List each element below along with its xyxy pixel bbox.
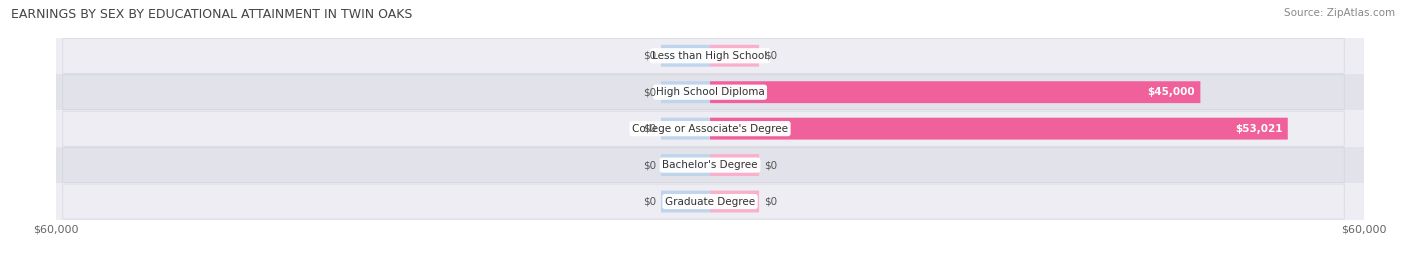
- FancyBboxPatch shape: [661, 191, 710, 213]
- Text: $0: $0: [765, 51, 778, 61]
- Text: College or Associate's Degree: College or Associate's Degree: [633, 124, 787, 134]
- Text: Bachelor's Degree: Bachelor's Degree: [662, 160, 758, 170]
- Bar: [56, 38, 1364, 74]
- Text: $0: $0: [643, 87, 655, 97]
- Text: Source: ZipAtlas.com: Source: ZipAtlas.com: [1284, 8, 1395, 18]
- FancyBboxPatch shape: [63, 148, 1344, 183]
- FancyBboxPatch shape: [710, 81, 1201, 103]
- Text: $0: $0: [643, 196, 655, 207]
- FancyBboxPatch shape: [710, 118, 1288, 140]
- FancyBboxPatch shape: [63, 75, 1344, 110]
- FancyBboxPatch shape: [661, 45, 710, 67]
- FancyBboxPatch shape: [710, 154, 759, 176]
- Text: $0: $0: [765, 160, 778, 170]
- Bar: [56, 110, 1364, 147]
- FancyBboxPatch shape: [661, 81, 710, 103]
- Bar: [56, 74, 1364, 110]
- FancyBboxPatch shape: [63, 38, 1344, 73]
- Bar: [56, 183, 1364, 220]
- Text: $53,021: $53,021: [1234, 124, 1282, 134]
- FancyBboxPatch shape: [661, 118, 710, 140]
- Text: $45,000: $45,000: [1147, 87, 1195, 97]
- Text: EARNINGS BY SEX BY EDUCATIONAL ATTAINMENT IN TWIN OAKS: EARNINGS BY SEX BY EDUCATIONAL ATTAINMEN…: [11, 8, 412, 21]
- FancyBboxPatch shape: [661, 154, 710, 176]
- Text: High School Diploma: High School Diploma: [655, 87, 765, 97]
- Text: $0: $0: [643, 51, 655, 61]
- FancyBboxPatch shape: [63, 111, 1344, 146]
- FancyBboxPatch shape: [63, 184, 1344, 219]
- Text: $0: $0: [643, 124, 655, 134]
- Text: $0: $0: [643, 160, 655, 170]
- FancyBboxPatch shape: [710, 45, 759, 67]
- Text: $0: $0: [765, 196, 778, 207]
- FancyBboxPatch shape: [710, 191, 759, 213]
- Bar: [56, 147, 1364, 183]
- Text: Graduate Degree: Graduate Degree: [665, 196, 755, 207]
- Text: Less than High School: Less than High School: [652, 51, 768, 61]
